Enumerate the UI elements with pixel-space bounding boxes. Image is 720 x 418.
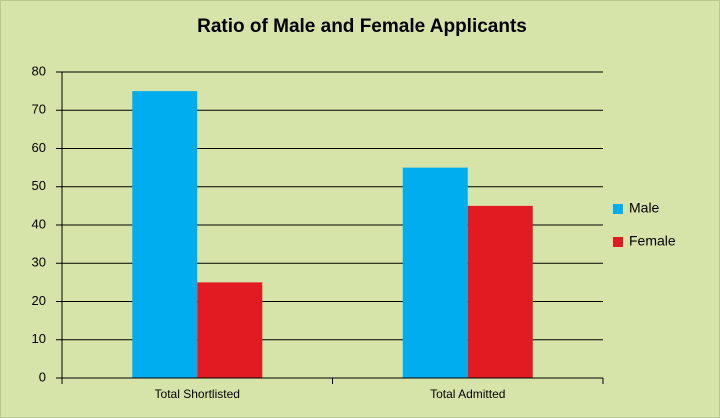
y-tick-label: 0 [39,369,46,384]
legend-label: Female [629,233,676,249]
bar [197,282,263,378]
x-tick-label: Total Admitted [430,387,505,401]
y-tick-label: 80 [32,63,46,78]
y-tick-label: 60 [32,140,46,155]
y-tick-label: 20 [32,293,46,308]
y-tick-label: 40 [32,216,46,231]
legend-label: Male [629,200,660,216]
bar [402,167,468,378]
chart-title: Ratio of Male and Female Applicants [197,16,527,37]
legend-swatch [613,237,623,247]
y-tick-label: 30 [32,255,46,270]
y-tick-label: 70 [32,102,46,117]
y-tick-label: 50 [32,178,46,193]
y-tick-label: 10 [32,331,46,346]
bar [132,91,198,378]
x-tick-label: Total Shortlisted [155,387,240,401]
legend-swatch [613,204,623,214]
bar [467,205,533,378]
